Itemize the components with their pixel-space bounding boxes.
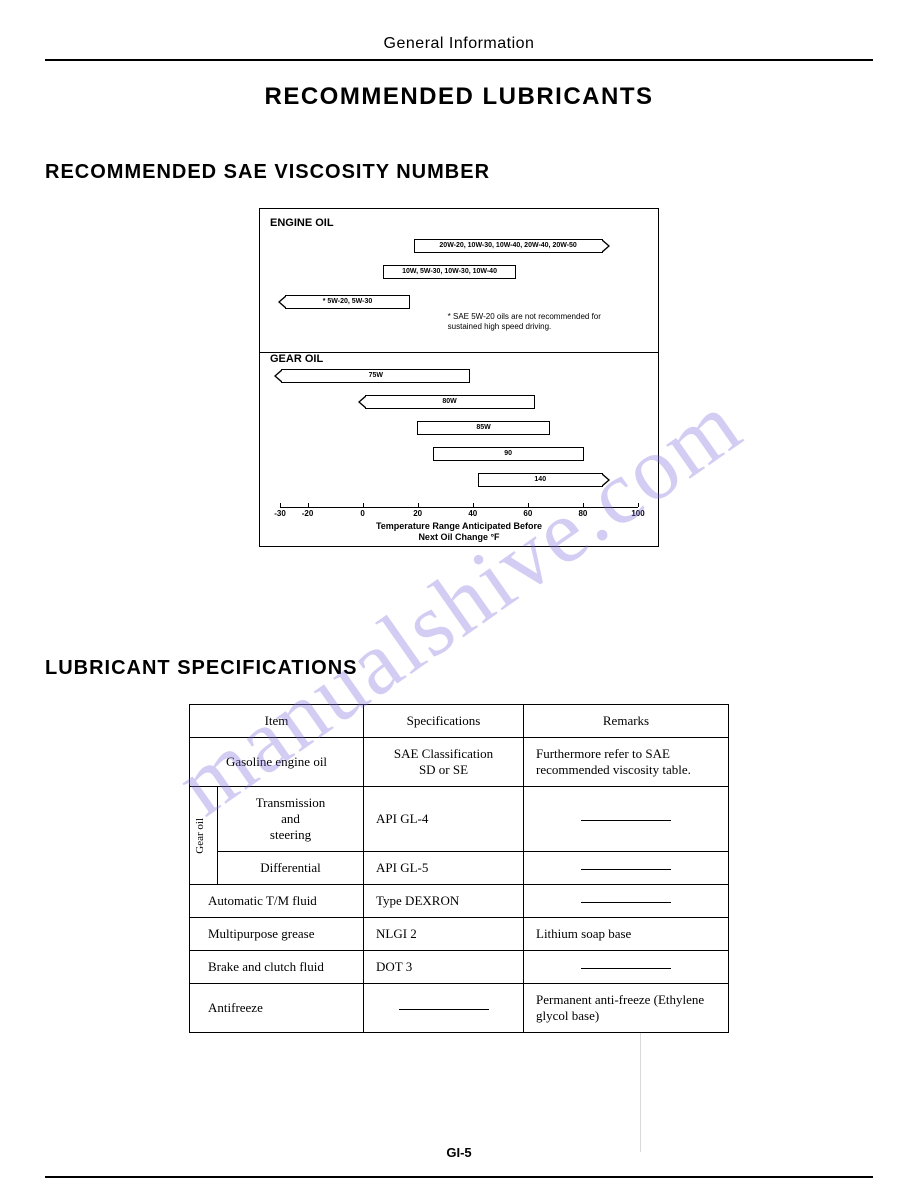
axis-tick: [528, 503, 529, 507]
viscosity-range-bar: 75W: [281, 369, 470, 383]
cell-spec: [364, 984, 524, 1033]
axis-tick-label: -20: [302, 509, 314, 518]
main-title: RECOMMENDED LUBRICANTS: [45, 83, 873, 111]
cell-spec: SAE ClassificationSD or SE: [364, 738, 524, 787]
bottom-rule: [45, 1176, 873, 1178]
cell-item: Differential: [218, 852, 364, 885]
cell-spec: NLGI 2: [364, 918, 524, 951]
cell-rem: Permanent anti-freeze (Ethylene glycol b…: [524, 984, 729, 1033]
cell-spec: API GL-5: [364, 852, 524, 885]
axis-tick-label: 60: [523, 509, 532, 518]
gear-oil-group: Gear oil: [190, 787, 218, 885]
section-viscosity-title: RECOMMENDED SAE VISCOSITY NUMBER: [45, 161, 873, 184]
viscosity-range-bar: 80W: [365, 395, 535, 409]
axis-tick-label: 20: [413, 509, 422, 518]
cell-rem: [524, 885, 729, 918]
viscosity-chart: ENGINE OIL 20W-20, 10W-30, 10W-40, 20W-4…: [259, 208, 659, 547]
col-header-spec: Specifications: [364, 705, 524, 738]
cell-item: Transmissionandsteering: [218, 787, 364, 852]
axis-tick: [418, 503, 419, 507]
col-header-rem: Remarks: [524, 705, 729, 738]
cell-rem: Furthermore refer to SAE recommended vis…: [524, 738, 729, 787]
viscosity-range-bar: 90: [433, 447, 584, 461]
cell-item: Brake and clutch fluid: [190, 951, 364, 984]
viscosity-range-bar: 20W-20, 10W-30, 10W-40, 20W-40, 20W-50: [414, 239, 603, 253]
viscosity-range-bar: 85W: [417, 421, 549, 435]
axis-tick-label: 100: [631, 509, 644, 518]
engine-oil-section: ENGINE OIL 20W-20, 10W-30, 10W-40, 20W-4…: [270, 217, 648, 352]
cell-spec: DOT 3: [364, 951, 524, 984]
cell-item: Automatic T/M fluid: [190, 885, 364, 918]
cell-rem: Lithium soap base: [524, 918, 729, 951]
axis-tick-label: -30: [274, 509, 286, 518]
engine-note: * SAE 5W-20 oils are not recommended for…: [448, 312, 603, 333]
gear-oil-section: GEAR OIL 75W 80W 85W 90 140: [270, 353, 648, 503]
lubricant-spec-table: Item Specifications Remarks Gasoline eng…: [189, 704, 729, 1033]
col-header-item: Item: [190, 705, 364, 738]
axis-caption: Temperature Range Anticipated Before Nex…: [280, 521, 638, 543]
page-header: General Information: [45, 35, 873, 61]
axis-tick: [308, 503, 309, 507]
page-number: GI-5: [0, 1145, 918, 1160]
gear-oil-label: GEAR OIL: [270, 353, 648, 365]
engine-oil-label: ENGINE OIL: [270, 217, 648, 229]
cell-item: Antifreeze: [190, 984, 364, 1033]
viscosity-range-bar: 10W, 5W-30, 10W-30, 10W-40: [383, 265, 515, 279]
cell-item: Multipurpose grease: [190, 918, 364, 951]
cell-spec: API GL-4: [364, 787, 524, 852]
faint-vertical-line: [640, 1032, 641, 1152]
cell-item: Gasoline engine oil: [190, 738, 364, 787]
cell-rem: [524, 951, 729, 984]
axis-tick-label: 80: [578, 509, 587, 518]
axis-tick: [583, 503, 584, 507]
cell-rem: [524, 852, 729, 885]
cell-rem: [524, 787, 729, 852]
axis-tick-label: 0: [360, 509, 364, 518]
viscosity-range-bar: 140: [478, 473, 603, 487]
axis-tick: [280, 503, 281, 507]
temperature-axis: -30-20020406080100 Temperature Range Ant…: [280, 503, 638, 538]
axis-tick-label: 40: [468, 509, 477, 518]
viscosity-range-bar: * 5W-20, 5W-30: [285, 295, 410, 309]
axis-tick: [363, 503, 364, 507]
section-spec-title: LUBRICANT SPECIFICATIONS: [45, 657, 873, 680]
axis-tick: [638, 503, 639, 507]
axis-tick: [473, 503, 474, 507]
cell-spec: Type DEXRON: [364, 885, 524, 918]
